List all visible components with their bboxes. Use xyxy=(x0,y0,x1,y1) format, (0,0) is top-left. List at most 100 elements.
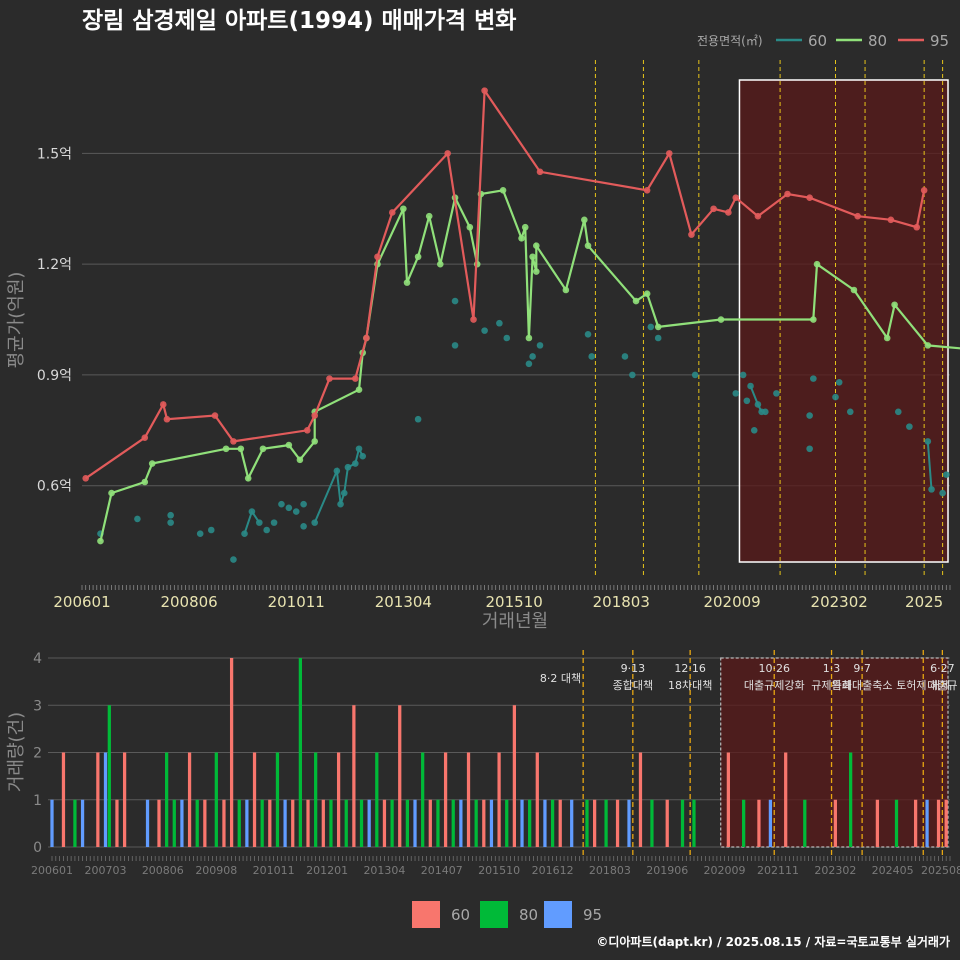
series-point-95-21 xyxy=(725,209,732,216)
series-point-60-42 xyxy=(739,371,747,379)
bar-80-15 xyxy=(195,799,199,847)
series-point-80-37 xyxy=(654,323,662,331)
bar-80-23 xyxy=(260,799,264,847)
bar-95-68 xyxy=(627,799,631,847)
bar-60-10 xyxy=(157,799,161,847)
policy-label-7-1: 대출규 xyxy=(927,679,957,692)
bar-60-84 xyxy=(913,799,918,847)
bar-60-4 xyxy=(96,752,100,847)
bottom-bars xyxy=(50,658,948,847)
series-point-60-51 xyxy=(894,408,902,416)
series-point-80-33 xyxy=(581,216,588,224)
bar-60-56 xyxy=(512,705,516,847)
bar-60-76 xyxy=(757,799,761,847)
bar-60-78 xyxy=(784,752,788,847)
series-point-80-16 xyxy=(400,205,407,213)
policy-label-0-0: 8·2 대책 xyxy=(540,672,581,685)
series-point-60-58 xyxy=(924,438,932,445)
bar-60-41 xyxy=(398,705,402,847)
series-point-95-8 xyxy=(326,375,333,382)
series-point-60-19 xyxy=(337,500,344,508)
bar-95-5 xyxy=(103,752,108,847)
series-point-60-48 xyxy=(810,375,817,382)
series-point-80-32 xyxy=(562,286,570,294)
bar-60-86 xyxy=(936,799,941,847)
bar-60-82 xyxy=(875,799,880,847)
bottom-y-tick-label-1: 1 xyxy=(33,793,42,809)
series-point-80-40 xyxy=(813,260,821,268)
bar-95-77 xyxy=(768,799,773,847)
bar-60-71 xyxy=(665,799,669,847)
series-point-60-17 xyxy=(311,519,318,526)
bottom-x-tick-label-15: 202405 xyxy=(872,864,914,877)
top-highlight-rect xyxy=(738,79,949,563)
bar-95-3 xyxy=(80,799,85,847)
top-x-tick-label-1: 200806 xyxy=(160,593,217,611)
series-point-95-6 xyxy=(304,427,311,434)
bar-95-57 xyxy=(520,799,524,847)
series-point-60-16 xyxy=(300,523,307,530)
bar-95-0 xyxy=(50,799,54,847)
bar-80-34 xyxy=(344,799,348,847)
series-point-60-3 xyxy=(167,519,174,526)
bottom-x-tick-label-13: 202111 xyxy=(757,864,799,877)
bar-60-59 xyxy=(535,752,539,847)
series-point-60-57 xyxy=(906,423,913,430)
bar-60-1 xyxy=(61,752,66,847)
bar-60-31 xyxy=(321,799,325,847)
series-point-80-2 xyxy=(141,478,149,486)
bar-80-66 xyxy=(604,799,608,847)
series-point-60-20 xyxy=(340,489,348,497)
series-point-80-19 xyxy=(425,212,433,220)
bar-80-32 xyxy=(329,799,333,847)
bottom-legend: 60 80 95 xyxy=(412,901,602,928)
bar-80-48 xyxy=(451,799,455,847)
series-point-60-60 xyxy=(939,489,946,497)
series-point-60-33 xyxy=(536,342,544,349)
bottom-y-tick-label-2: 2 xyxy=(33,746,42,762)
series-point-60-59 xyxy=(928,486,935,493)
series-point-60-39 xyxy=(654,334,662,342)
bottom-x-tick-label-3: 200908 xyxy=(195,864,237,877)
series-point-95-18 xyxy=(665,150,673,157)
top-y-tick-label-1: 0.9억 xyxy=(37,368,72,384)
legend-label-60: 60 xyxy=(808,32,827,50)
bar-60-16 xyxy=(203,799,207,847)
legend-label-80: 80 xyxy=(868,32,887,50)
series-point-80-4 xyxy=(222,445,230,453)
bottom-x-tick-label-0: 200601 xyxy=(31,864,73,877)
policy-label-6-1: 토허제 해제 xyxy=(896,678,950,692)
series-point-60-29 xyxy=(496,319,503,327)
series-point-80-12 xyxy=(355,386,363,393)
series-point-95-0 xyxy=(82,475,89,482)
series-point-95-12 xyxy=(388,209,396,216)
bar-60-39 xyxy=(382,799,387,847)
top-x-tick-label-6: 202009 xyxy=(703,593,760,611)
bar-80-55 xyxy=(505,799,509,847)
bar-80-25 xyxy=(275,752,280,847)
series-point-80-35 xyxy=(632,297,640,305)
series-point-60-18 xyxy=(333,467,341,475)
bar-60-27 xyxy=(291,799,295,847)
series-point-60-26 xyxy=(451,297,459,305)
policy-label-3-1: 대출규제강화 xyxy=(744,679,805,692)
series-point-80-43 xyxy=(891,301,898,309)
series-point-80-34 xyxy=(584,242,592,249)
series-point-95-27 xyxy=(887,216,895,224)
series-point-80-17 xyxy=(403,279,411,286)
bottom-y-axis-title: 거래량(건) xyxy=(6,712,27,792)
series-point-60-15 xyxy=(300,500,307,508)
top-y-tick-label-3: 1.5억 xyxy=(37,146,72,162)
series-point-95-10 xyxy=(363,334,370,342)
series-point-80-27 xyxy=(521,223,529,231)
bottom-y-tick-label-3: 3 xyxy=(33,698,42,714)
bar-80-42 xyxy=(405,799,410,847)
bottom-x-tick-label-16: 202508 xyxy=(921,864,960,877)
chart-title: 장림 삼경제일 아파트(1994) 매매가격 변화 xyxy=(82,8,516,34)
bottom-legend-label-60: 60 xyxy=(451,906,470,924)
bar-80-36 xyxy=(359,799,364,847)
series-point-60-43 xyxy=(747,382,754,390)
series-point-95-23 xyxy=(754,212,762,220)
bar-80-6 xyxy=(107,705,111,847)
